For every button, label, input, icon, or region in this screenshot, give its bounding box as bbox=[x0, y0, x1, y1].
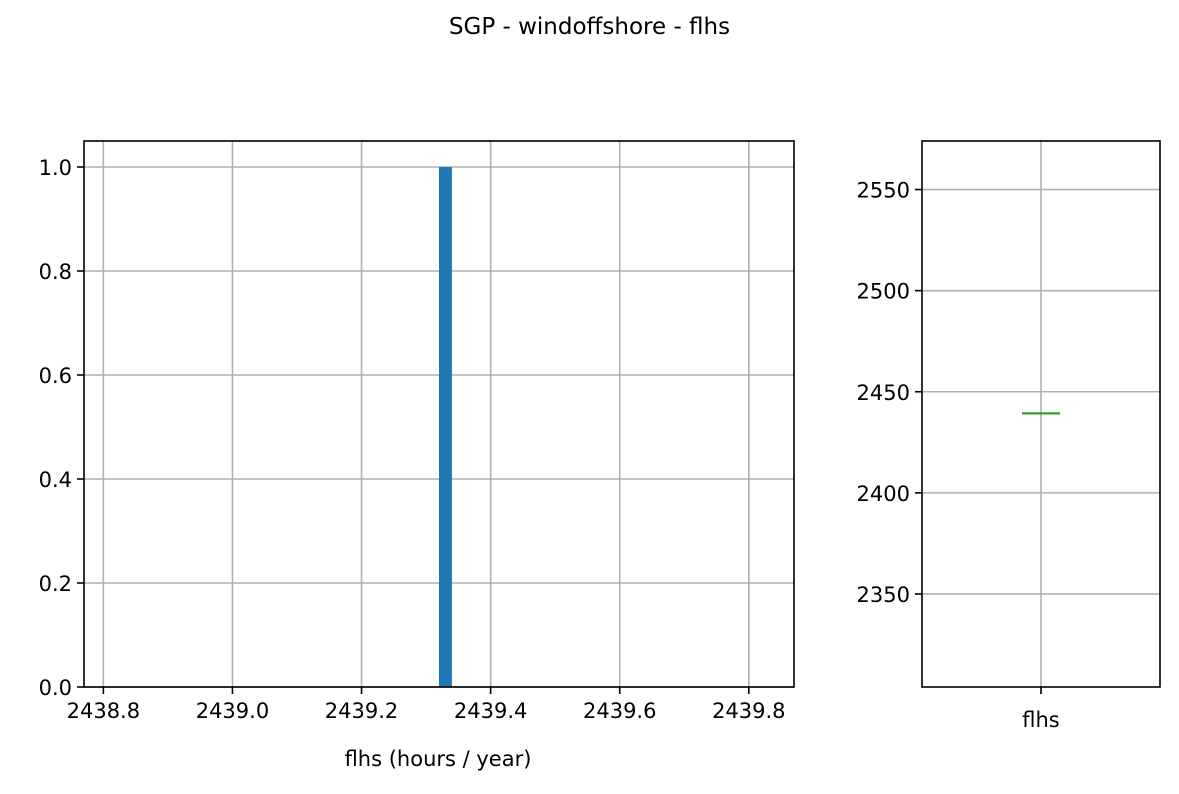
boxplot-y-tick-label: 2500 bbox=[857, 280, 910, 304]
boxplot-y-tick-label: 2550 bbox=[857, 179, 910, 203]
histogram-y-tick-label: 0.2 bbox=[39, 572, 72, 596]
histogram-y-tick-label: 0.8 bbox=[39, 260, 72, 284]
histogram-y-tick-label: 0.6 bbox=[39, 364, 72, 388]
histogram-axes: 2438.8 2439.0 2439.2 2439.4 2439.6 2439.8 0.0 0… bbox=[39, 140, 795, 771]
boxplot-y-tick-label: 2400 bbox=[857, 482, 910, 506]
histogram-x-tick-label: 2439.6 bbox=[583, 699, 656, 723]
histogram-x-axis-label: flhs (hours / year) bbox=[345, 747, 532, 771]
histogram-x-tick-label: 2439.2 bbox=[325, 699, 398, 723]
histogram-x-tick-label: 2439.4 bbox=[454, 699, 527, 723]
histogram-x-tick-label: 2438.8 bbox=[67, 699, 140, 723]
boxplot-y-tick-label: 2450 bbox=[857, 381, 910, 405]
histogram-x-tick-label: 2439.0 bbox=[196, 699, 269, 723]
boxplot-axes: 2350 2400 2450 2500 2550 flhs bbox=[857, 140, 1161, 732]
histogram-y-tick-label: 0.0 bbox=[39, 676, 72, 700]
histogram-y-tick-label: 1.0 bbox=[39, 156, 72, 180]
histogram-y-tick-label: 0.4 bbox=[39, 468, 72, 492]
boxplot-y-tick-label: 2350 bbox=[857, 583, 910, 607]
figure-title: SGP - windoffshore - flhs bbox=[448, 14, 731, 40]
histogram-x-tick-label: 2439.8 bbox=[712, 699, 785, 723]
histogram-frame bbox=[83, 140, 795, 688]
boxplot-category-label: flhs bbox=[1022, 708, 1059, 732]
histogram-bar bbox=[439, 167, 452, 687]
